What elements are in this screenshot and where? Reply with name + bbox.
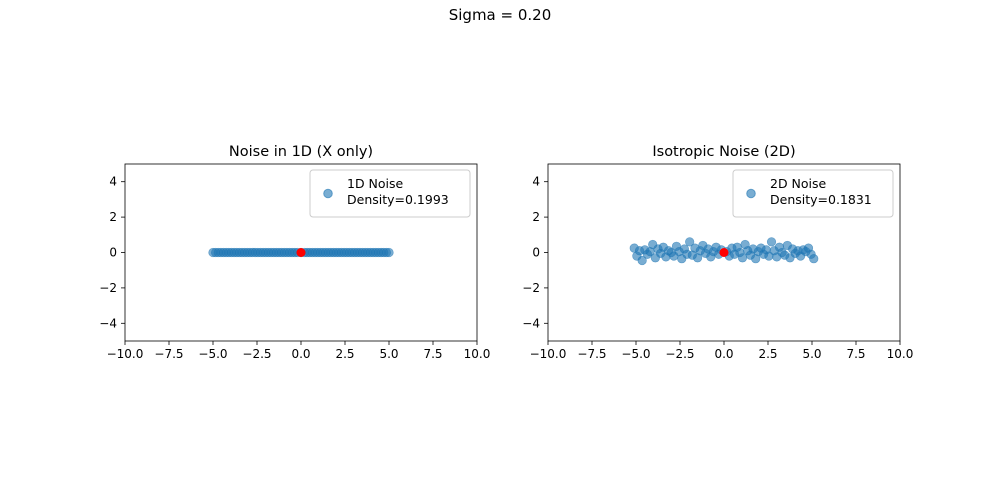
x-tick-label: −5.0 (198, 347, 227, 361)
y-tick-label: 4 (532, 175, 540, 189)
scatter-series (208, 247, 394, 258)
y-tick-label: −4 (99, 316, 117, 330)
y-tick-label: −4 (522, 316, 540, 330)
x-tick-label: −5.0 (621, 347, 650, 361)
x-tick-label: −2.5 (665, 347, 694, 361)
x-tick-label: 0.0 (714, 347, 733, 361)
subplot-title: Noise in 1D (X only) (229, 144, 373, 160)
y-tick-label: 4 (109, 175, 117, 189)
legend-box (309, 169, 471, 218)
x-tick-label: 5.0 (802, 347, 821, 361)
legend-box (732, 169, 894, 218)
legend-label: Density=0.1831 (770, 192, 872, 207)
x-tick-label: 10.0 (464, 347, 491, 361)
x-tick-label: 5.0 (379, 347, 398, 361)
y-tick-label: −2 (522, 281, 540, 295)
x-tick-label: 7.5 (846, 347, 865, 361)
scatter-point (766, 237, 777, 247)
x-tick-label: −7.5 (154, 347, 183, 361)
legend-marker (323, 188, 333, 199)
x-tick-label: 0.0 (291, 347, 310, 361)
subplot-2: Isotropic Noise (2D) −10.0 −7.5 −5.0 −2.5 0.0… (522, 144, 913, 361)
scatter-point (685, 237, 695, 247)
subplot-title: Isotropic Noise (2D) (652, 144, 795, 160)
y-tick-label: −2 (99, 281, 117, 295)
axes-frame (124, 163, 478, 342)
x-tick-label: 10.0 (887, 347, 914, 361)
x-tick-label: −10.0 (107, 347, 144, 361)
scatter-point (737, 253, 748, 263)
scatter-point (637, 255, 647, 266)
origin-marker (719, 248, 729, 257)
x-tick-label: −7.5 (577, 347, 606, 361)
legend-label: Density=0.1993 (347, 192, 449, 207)
x-tick-label: −10.0 (530, 347, 567, 361)
scatter-point (809, 254, 819, 264)
legend-label: 1D Noise (347, 176, 404, 191)
x-tick-label: −2.5 (242, 347, 271, 361)
figure-suptitle: Sigma = 0.20 (448, 6, 552, 24)
y-tick-label: 0 (109, 246, 117, 260)
origin-marker (296, 248, 306, 257)
x-tick-label: 2.5 (758, 347, 777, 361)
subplot-1: Noise in 1D (X only) −10.0 −7.5 −5.0 −2.5 0.0… (99, 144, 490, 361)
x-tick-label: 2.5 (335, 347, 354, 361)
y-tick-label: 2 (532, 210, 540, 224)
y-tick-label: 2 (109, 210, 117, 224)
scatter-series (629, 237, 819, 266)
legend-marker (746, 188, 756, 199)
legend-label: 2D Noise (770, 176, 827, 191)
axes-frame (547, 163, 901, 342)
scatter-point (384, 247, 394, 258)
y-tick-label: 0 (532, 246, 540, 260)
x-tick-label: 7.5 (423, 347, 442, 361)
